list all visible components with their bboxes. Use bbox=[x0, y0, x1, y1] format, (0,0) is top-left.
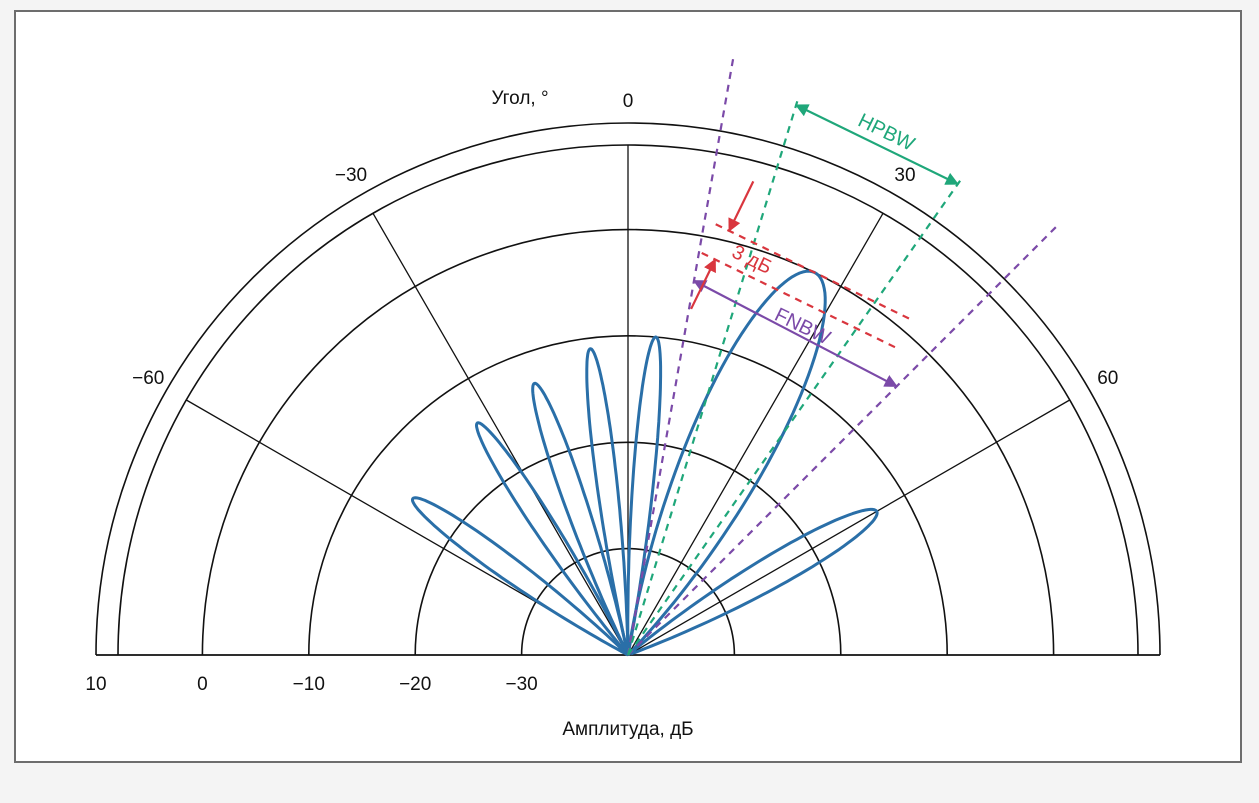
angle-axis-label: Угол, ° bbox=[491, 88, 548, 109]
three-db-arrow-bottom bbox=[690, 258, 717, 310]
lobe bbox=[475, 421, 630, 656]
lobe bbox=[531, 381, 630, 656]
amplitude-tick-label: −10 bbox=[293, 674, 325, 695]
three-db-arrow-top bbox=[728, 180, 755, 233]
lobe bbox=[411, 496, 629, 657]
lobe bbox=[627, 507, 879, 657]
grid-spoke bbox=[627, 399, 1070, 656]
angle-tick-label: 30 bbox=[894, 165, 915, 186]
angle-tick-label: −30 bbox=[335, 165, 367, 186]
fnbw-arrow bbox=[692, 279, 898, 388]
amplitude-tick-label: 10 bbox=[85, 674, 106, 695]
grid-spoke bbox=[372, 213, 629, 656]
hpbw-arrow bbox=[794, 104, 959, 185]
fnbw-boundary-line bbox=[626, 54, 736, 656]
three-db-label: 3 дБ bbox=[728, 241, 775, 279]
hpbw-boundary-line bbox=[627, 179, 962, 656]
angle-tick-label: 60 bbox=[1097, 368, 1118, 389]
amplitude-tick-label: 0 bbox=[197, 674, 208, 695]
chart-labels: −60 −30 0 30 60 10 0 −10 −20 −30 bbox=[85, 91, 1118, 695]
grid-ring bbox=[95, 122, 1161, 656]
amplitude-axis-label: Амплитуда, дБ bbox=[562, 719, 693, 740]
radiation-pattern bbox=[411, 269, 879, 657]
amplitude-tick-label: −30 bbox=[505, 674, 537, 695]
lobe bbox=[626, 335, 663, 656]
lobe bbox=[585, 347, 630, 656]
fnbw-boundary-line bbox=[627, 222, 1061, 656]
angle-tick-label: 0 bbox=[623, 91, 634, 112]
amplitude-tick-label: −20 bbox=[399, 674, 431, 695]
angle-tick-label: −60 bbox=[132, 368, 164, 389]
three-db-line-peak bbox=[715, 223, 914, 322]
